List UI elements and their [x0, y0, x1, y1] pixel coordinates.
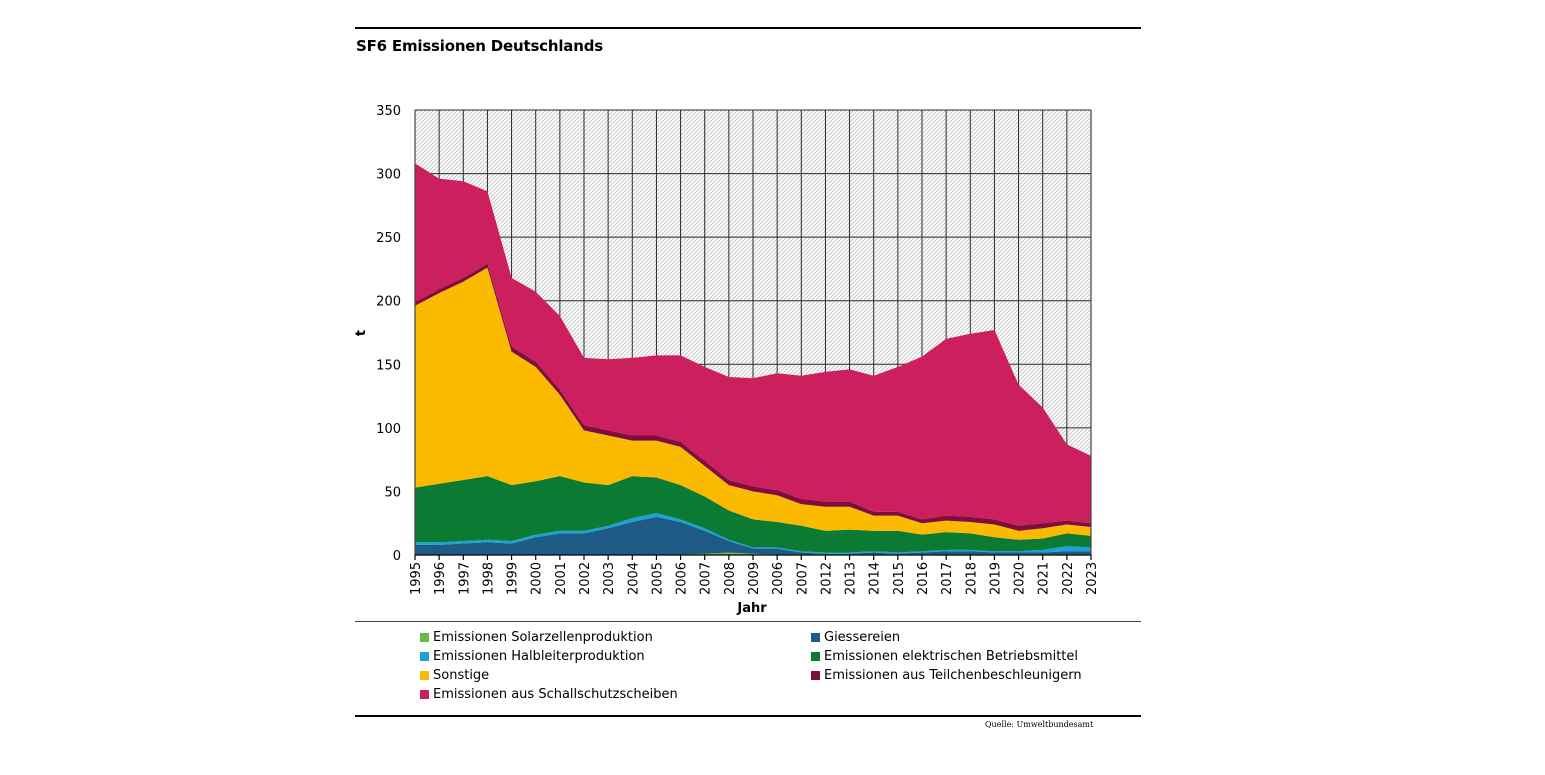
x-tick-label: 1995	[409, 562, 424, 595]
area-series-emissionen-aus-schallschutzscheiben	[415, 163, 1091, 526]
x-tick-label: 2021	[1037, 562, 1052, 595]
legend-label: Emissionen aus Schallschutzscheiben	[433, 687, 678, 702]
x-tick-labels: 1995 1996 1997 1998 1999 2000 2001 2002 2003 2004…	[409, 562, 1100, 595]
x-tick-label: 2018	[964, 562, 979, 595]
x-tick-label: 2022	[1061, 562, 1076, 595]
area-series-emissionen-halbleiterproduktion	[415, 513, 1091, 554]
legend-item-sonstige: Sonstige	[420, 668, 489, 683]
legend-swatch	[420, 671, 429, 680]
legend-item-solarzellen: Emissionen Solarzellenproduktion	[420, 630, 653, 645]
legend-item-schallschutzscheiben: Emissionen aus Schallschutzscheiben	[420, 687, 678, 702]
legend-label: Emissionen Halbleiterproduktion	[433, 649, 645, 664]
legend-label: Emissionen aus Teilchenbeschleunigern	[824, 668, 1082, 683]
x-tick-label: 2001	[554, 562, 569, 595]
x-tick-label: 2003	[602, 562, 617, 595]
x-axis-title: Jahr	[736, 601, 767, 616]
area-series-sonstige	[415, 267, 1091, 540]
x-tick-label: 2002	[578, 562, 593, 595]
legend-label: Giessereien	[824, 630, 901, 645]
legend-top-rule	[355, 621, 1141, 622]
x-tick-label: 2000	[530, 562, 545, 595]
x-tick-label: 2004	[626, 562, 641, 595]
x-tick-label: 2023	[1085, 562, 1100, 595]
area-series-emissionen-elektrischen-betriebsmittel	[415, 476, 1091, 553]
legend-item-teilchenbeschleuniger: Emissionen aus Teilchenbeschleunigern	[811, 668, 1082, 683]
legend-label: Sonstige	[433, 668, 490, 683]
legend-label: Emissionen elektrischen Betriebsmittel	[824, 649, 1079, 664]
y-axis-title: t	[354, 330, 369, 336]
source-note: Quelle: Umweltbundesamt	[985, 720, 1094, 729]
axes	[414, 110, 1092, 560]
y-tick-label: 300	[376, 168, 401, 183]
top-rule	[355, 27, 1141, 29]
x-tick-label: 2017	[940, 562, 955, 595]
y-tick-label: 350	[376, 104, 401, 119]
x-tick-label: 2006	[771, 562, 786, 595]
legend-item-halbleiter: Emissionen Halbleiterproduktion	[420, 649, 645, 664]
chart-title: SF6 Emissionen Deutschlands	[356, 37, 603, 55]
legend-item-giessereien: Giessereien	[811, 630, 900, 645]
x-tick-label: 1996	[433, 562, 448, 595]
x-tick-label: 2019	[988, 562, 1003, 595]
x-tick-label: 1999	[506, 562, 521, 595]
legend-swatch	[811, 633, 820, 642]
x-tick-label: 2015	[892, 562, 907, 595]
y-tick-label: 50	[384, 485, 401, 500]
x-tick-label: 2008	[723, 562, 738, 595]
legend-label: Emissionen Solarzellenproduktion	[433, 630, 653, 645]
stacked-areas	[415, 163, 1091, 555]
legend-swatch	[811, 671, 820, 680]
x-tick-label: 1998	[481, 562, 496, 595]
x-tick-label: 1997	[457, 562, 472, 595]
legend-swatch	[420, 633, 429, 642]
bottom-rule	[355, 715, 1141, 717]
x-tick-label: 2016	[916, 562, 931, 595]
y-tick-label: 200	[376, 295, 401, 310]
x-tick-label: 2009	[747, 562, 762, 595]
x-tick-label: 2013	[844, 562, 859, 595]
y-tick-label: 100	[376, 422, 401, 437]
x-tick-label: 2020	[1013, 562, 1028, 595]
y-tick-label: 250	[376, 231, 401, 246]
y-tick-label: 150	[376, 358, 401, 373]
legend-swatch	[420, 690, 429, 699]
x-tick-label: 2014	[868, 562, 883, 595]
area-series-giessereien	[415, 516, 1091, 555]
legend-swatch	[420, 652, 429, 661]
legend-item-betriebsmittel: Emissionen elektrischen Betriebsmittel	[811, 649, 1078, 664]
y-tick-label: 0	[393, 549, 401, 564]
x-tick-label: 2007	[699, 562, 714, 595]
legend-swatch	[811, 652, 820, 661]
y-tick-labels: 0 50 100 150 200 250 300 350	[376, 104, 401, 564]
x-tick-label: 2012	[819, 562, 834, 595]
x-tick-label: 2005	[650, 562, 665, 595]
x-tick-label: 2007	[795, 562, 810, 595]
x-tick-label: 2006	[675, 562, 690, 595]
